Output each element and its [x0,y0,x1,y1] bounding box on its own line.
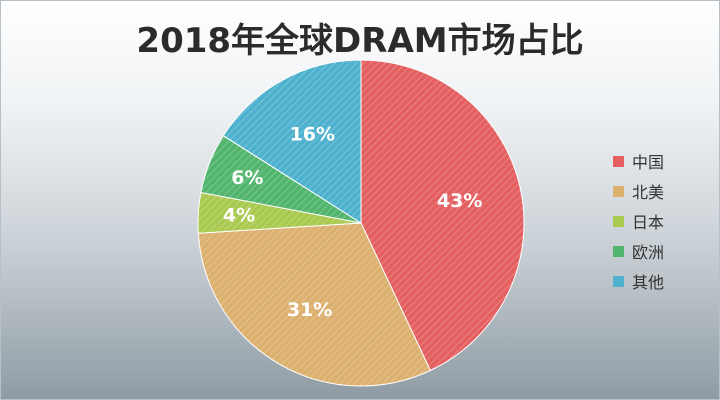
pie-data-labels: 43% 31% 4% 6% 16% [223,123,483,321]
pie-data-label-3: 4% [223,204,255,226]
pie-slice-hatch [198,223,431,387]
pie-data-label-4: 6% [231,167,263,189]
pie-data-label-1: 43% [437,190,482,212]
pie-slice-1 [360,59,525,372]
legend-label: 中国 [632,153,665,172]
legend-swatch [613,245,624,257]
legend-item-3: 日本 [613,211,713,232]
pie-slice-hatch [361,60,524,371]
legend-label: 其他 [632,273,665,292]
pie-slice-hatch [198,192,361,234]
pie-data-label-5: 16% [290,123,335,145]
legend-item-1: 中国 [613,151,713,172]
legend: 中国北美日本欧洲其他 [613,151,713,301]
legend-swatch [613,275,624,287]
pie-data-label-2: 31% [287,299,332,321]
legend-label: 日本 [632,213,665,232]
legend-swatch [613,155,624,167]
pie-slices [197,59,525,387]
pie-slice-2 [197,222,432,387]
legend-item-5: 其他 [613,271,713,292]
chart-title: 2018年全球DRAM市场占比 [136,21,584,61]
legend-item-2: 北美 [613,181,713,202]
legend-label: 欧洲 [632,243,665,262]
legend-swatch [613,185,624,197]
legend-item-4: 欧洲 [613,241,713,262]
pie-slice-hatch [200,135,361,223]
pie-slice-5 [222,59,362,224]
legend-label: 北美 [632,183,665,202]
pie-slice-hatch [223,60,361,223]
legend-swatch [613,215,624,227]
